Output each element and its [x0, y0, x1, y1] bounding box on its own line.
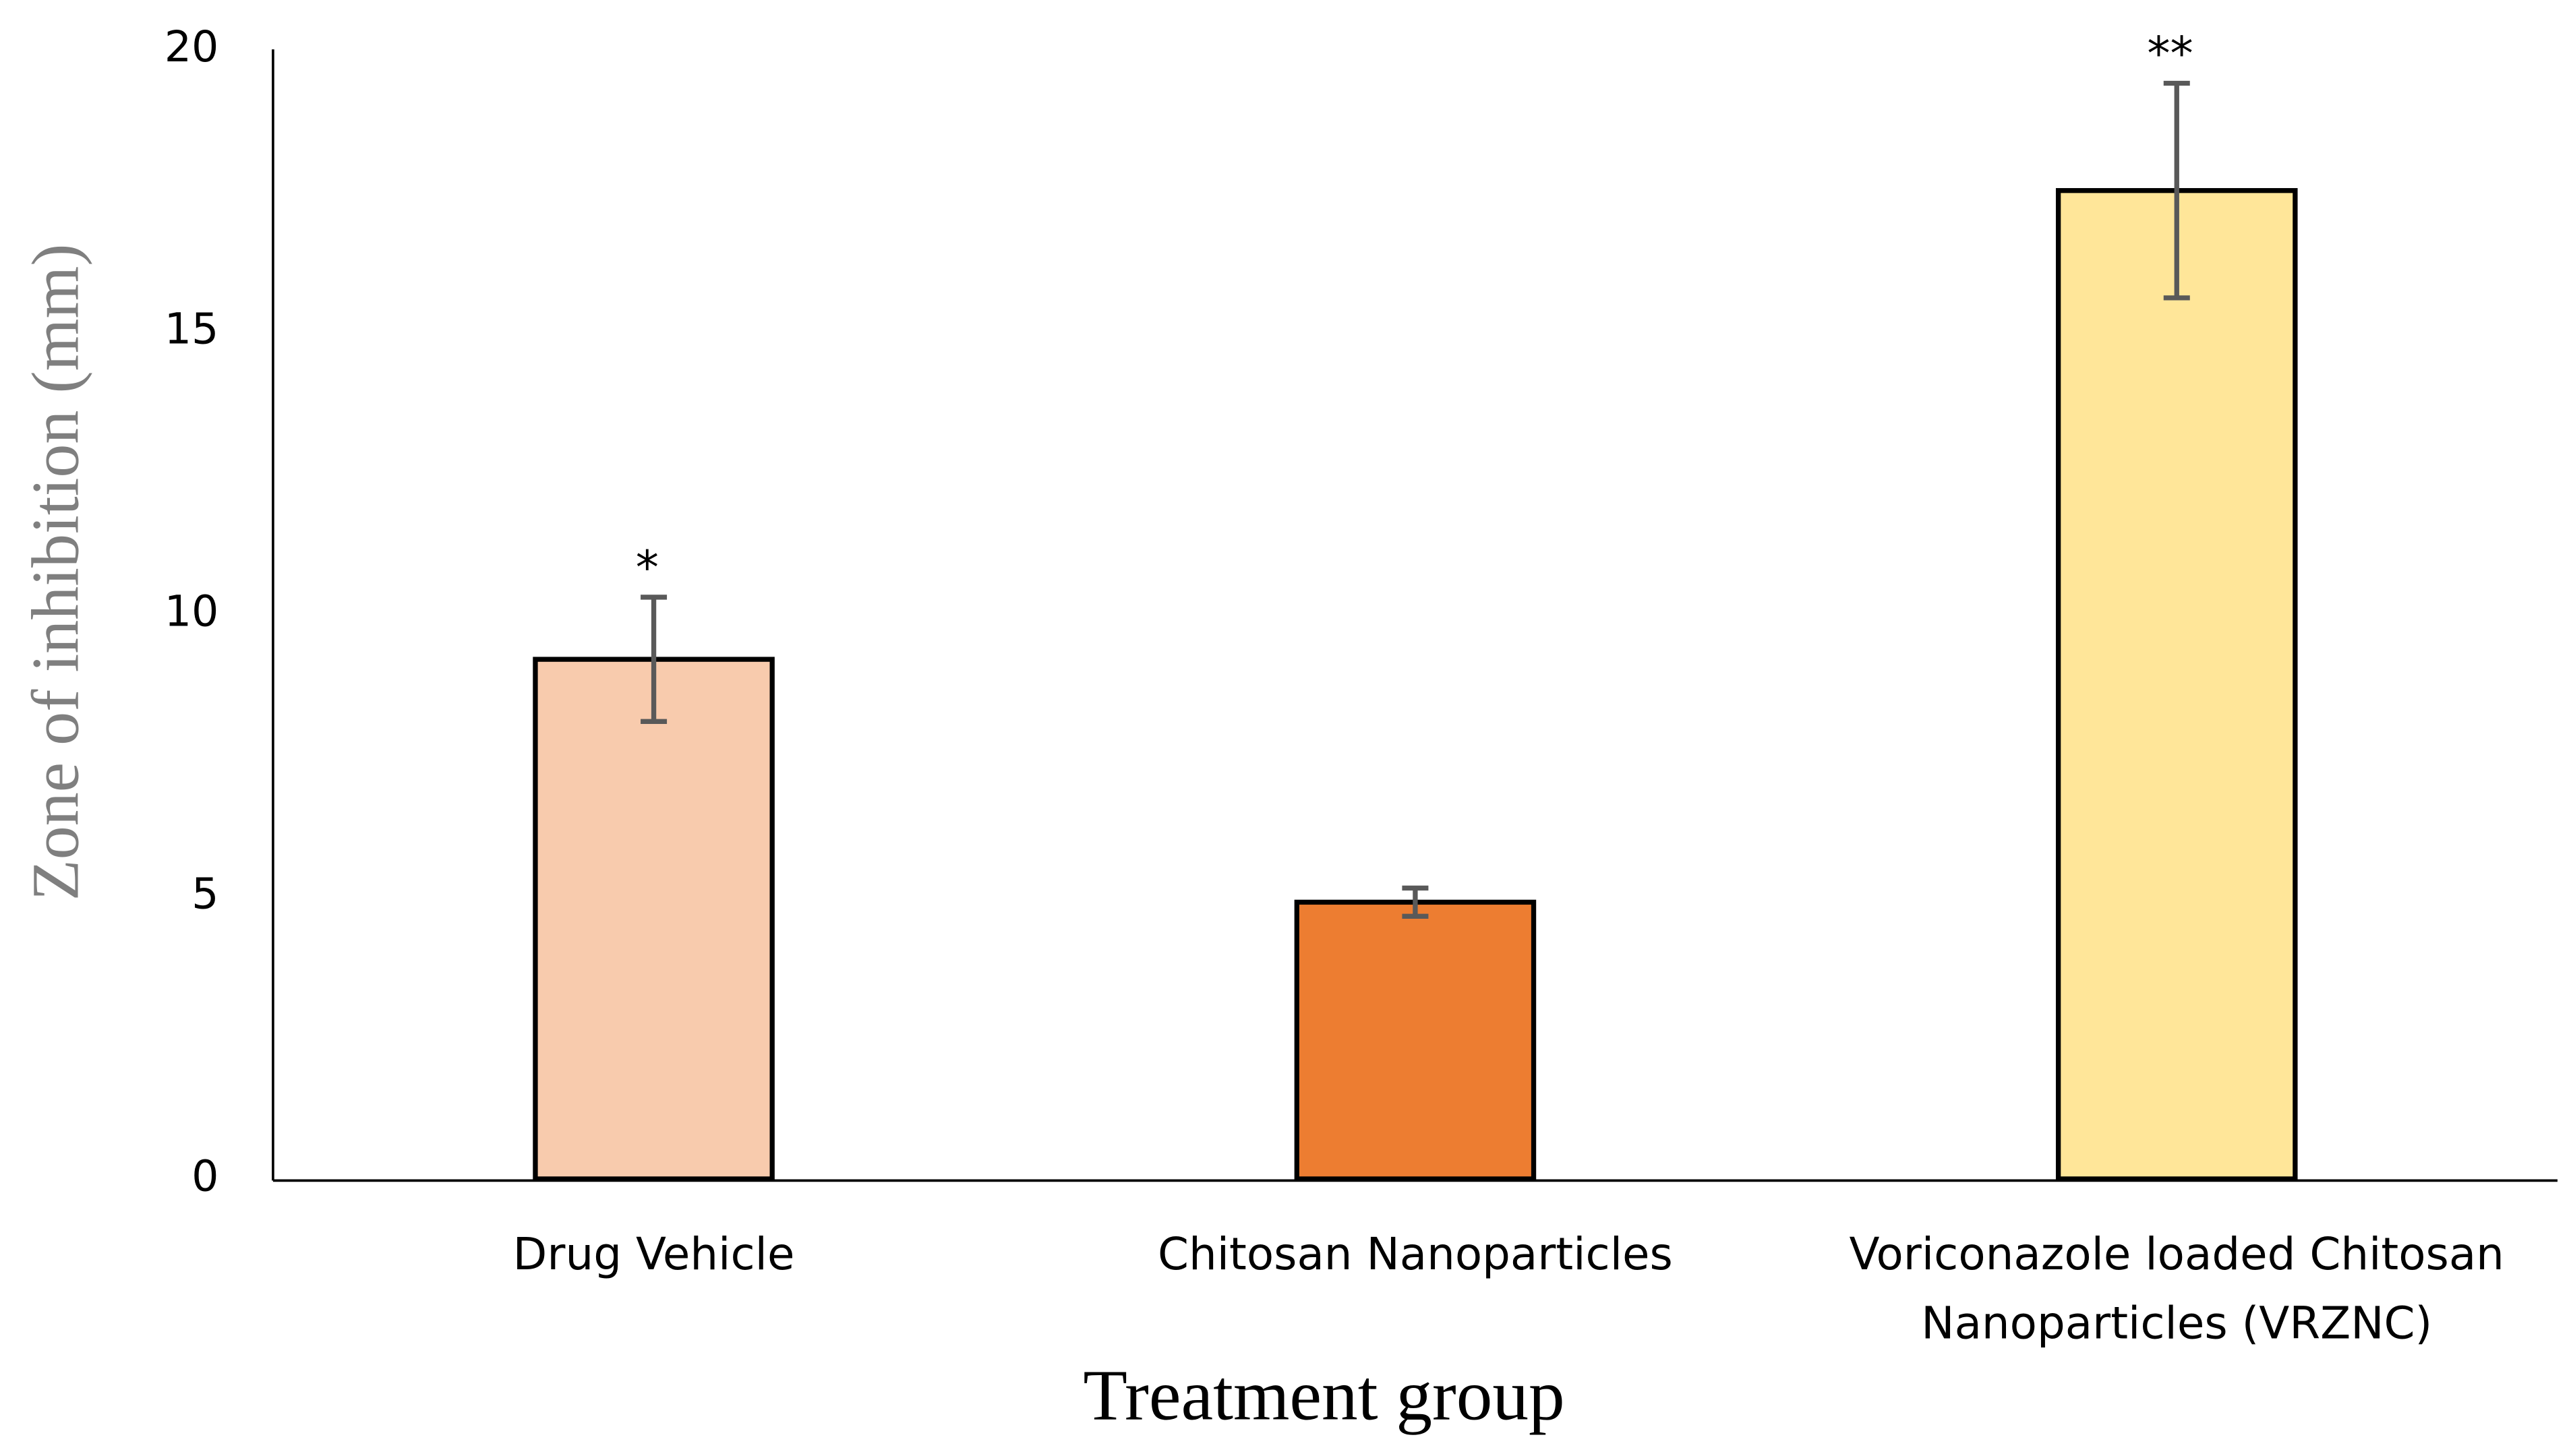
bar	[533, 657, 775, 1182]
x-axis-title: Treatment group	[1083, 1355, 1564, 1435]
x-tick-label-box: Drug Vehicle	[512, 1230, 795, 1281]
x-tick-label-box: Voriconazole loaded Chitosan Nanoparticl…	[1849, 1230, 2504, 1350]
significance-label: *	[636, 541, 659, 595]
y-tick-label: 10	[165, 586, 219, 636]
error-bar	[1402, 885, 1429, 919]
significance-label: **	[2147, 28, 2193, 81]
y-tick-label: 20	[165, 22, 219, 71]
bar	[2055, 188, 2298, 1182]
x-tick-label-box: Chitosan Nanoparticles	[1157, 1230, 1673, 1281]
error-bar	[641, 595, 668, 724]
y-tick-label: 0	[191, 1151, 218, 1201]
x-tick-label: Voriconazole loaded Chitosan Nanoparticl…	[1849, 1230, 2504, 1350]
y-tick-label: 5	[191, 869, 218, 919]
bar	[1294, 899, 1537, 1182]
y-axis-title: Zone of inhibition (mm)	[18, 243, 93, 901]
y-tick-label: 15	[165, 304, 219, 354]
x-tick-label: Chitosan Nanoparticles	[1157, 1230, 1673, 1281]
error-bar	[2163, 80, 2190, 301]
x-tick-label: Drug Vehicle	[512, 1230, 795, 1281]
